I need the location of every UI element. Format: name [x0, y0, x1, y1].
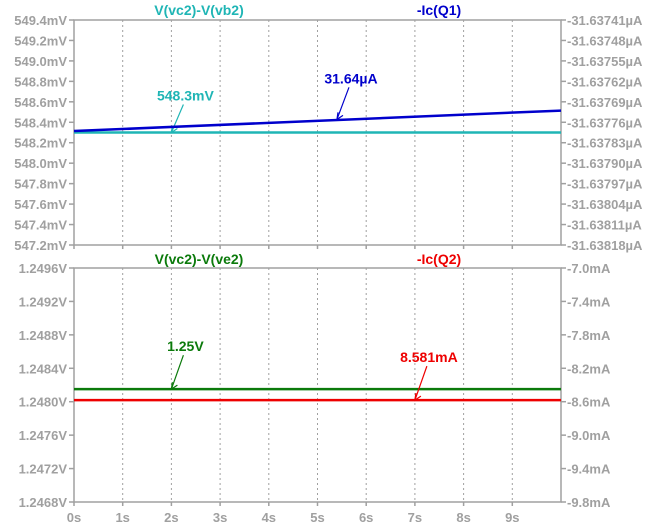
- annotation-arrow: [336, 87, 350, 120]
- left-axis-tick-label: 548.8mV: [14, 74, 67, 89]
- left-axis-tick-label: 1.2484V: [19, 361, 68, 376]
- annotation-value: 8.581mA: [400, 349, 458, 365]
- series-label: -Ic(Q2): [417, 251, 461, 267]
- right-axis-tick-label: -8.6mA: [567, 395, 611, 410]
- right-axis-tick-label: -31.63741µA: [567, 13, 643, 28]
- right-axis-tick-label: -9.8mA: [567, 495, 611, 510]
- left-axis-tick-label: 1.2472V: [19, 462, 68, 477]
- annotation-value: 1.25V: [167, 338, 204, 354]
- right-axis-tick-label: -31.63762µA: [567, 74, 643, 89]
- right-axis-tick-label: -7.4mA: [567, 294, 611, 309]
- left-axis-tick-label: 1.2476V: [19, 428, 68, 443]
- x-axis-tick-label: 6s: [359, 510, 373, 525]
- x-axis-tick-label: 4s: [262, 510, 276, 525]
- right-axis-tick-label: -7.0mA: [567, 261, 611, 276]
- right-axis-tick-label: -31.63804µA: [567, 197, 643, 212]
- right-axis-tick-label: -31.63818µA: [567, 238, 643, 253]
- left-axis-tick-label: 547.8mV: [14, 177, 67, 192]
- left-axis-tick-label: 548.4mV: [14, 115, 67, 130]
- series-label: V(vc2)-V(vb2): [154, 2, 243, 18]
- right-axis-tick-label: -31.63776µA: [567, 115, 643, 130]
- right-axis-tick-label: -31.63783µA: [567, 136, 643, 151]
- left-axis-tick-label: 548.2mV: [14, 136, 67, 151]
- left-axis-tick-label: 1.2488V: [19, 328, 68, 343]
- annotation-arrowhead: [336, 112, 344, 121]
- x-axis-tick-label: 0s: [67, 510, 81, 525]
- right-axis-tick-label: -8.2mA: [567, 361, 611, 376]
- left-axis-tick-label: 549.0mV: [14, 54, 67, 69]
- annotation-arrowhead: [170, 382, 178, 391]
- x-axis-tick-label: 5s: [310, 510, 324, 525]
- right-axis-tick-label: -7.8mA: [567, 328, 611, 343]
- right-axis-tick-label: -9.4mA: [567, 462, 611, 477]
- series-label: -Ic(Q1): [417, 2, 461, 18]
- x-axis-tick-label: 7s: [408, 510, 422, 525]
- right-axis-tick-label: -9.0mA: [567, 428, 611, 443]
- annotation-value: 548.3mV: [157, 88, 214, 104]
- x-axis-tick-label: 2s: [164, 510, 178, 525]
- left-axis-tick-label: 1.2480V: [19, 395, 68, 410]
- annotation-arrowhead: [414, 393, 422, 402]
- left-axis-tick-label: 549.4mV: [14, 13, 67, 28]
- x-axis-tick-label: 1s: [115, 510, 129, 525]
- series-line--Ic(Q1): [73, 109, 562, 133]
- left-axis-tick-label: 1.2468V: [19, 495, 68, 510]
- left-axis-tick-label: 547.6mV: [14, 197, 67, 212]
- x-axis-tick-label: 3s: [213, 510, 227, 525]
- x-axis-tick-label: 8s: [456, 510, 470, 525]
- annotation-arrow: [170, 354, 184, 390]
- left-axis-tick-label: 548.6mV: [14, 95, 67, 110]
- left-axis-tick-label: 547.2mV: [14, 238, 67, 253]
- right-axis-tick-label: -31.63769µA: [567, 95, 643, 110]
- left-axis-tick-label: 548.0mV: [14, 156, 67, 171]
- annotation-arrow: [414, 365, 428, 401]
- right-axis-tick-label: -31.63790µA: [567, 156, 643, 171]
- annotation-value: 31.64µA: [324, 70, 377, 86]
- right-axis-tick-label: -31.63748µA: [567, 33, 643, 48]
- left-axis-tick-label: 549.2mV: [14, 33, 67, 48]
- right-axis-tick-label: -31.63755µA: [567, 54, 643, 69]
- left-axis-tick-label: 1.2496V: [19, 261, 68, 276]
- right-axis-tick-label: -31.63811µA: [567, 218, 642, 233]
- series-label: V(vc2)-V(ve2): [155, 251, 244, 267]
- x-axis-tick-label: 9s: [505, 510, 519, 525]
- left-axis-tick-label: 547.4mV: [14, 218, 67, 233]
- left-axis-tick-label: 1.2492V: [19, 294, 68, 309]
- right-axis-tick-label: -31.63797µA: [567, 177, 643, 192]
